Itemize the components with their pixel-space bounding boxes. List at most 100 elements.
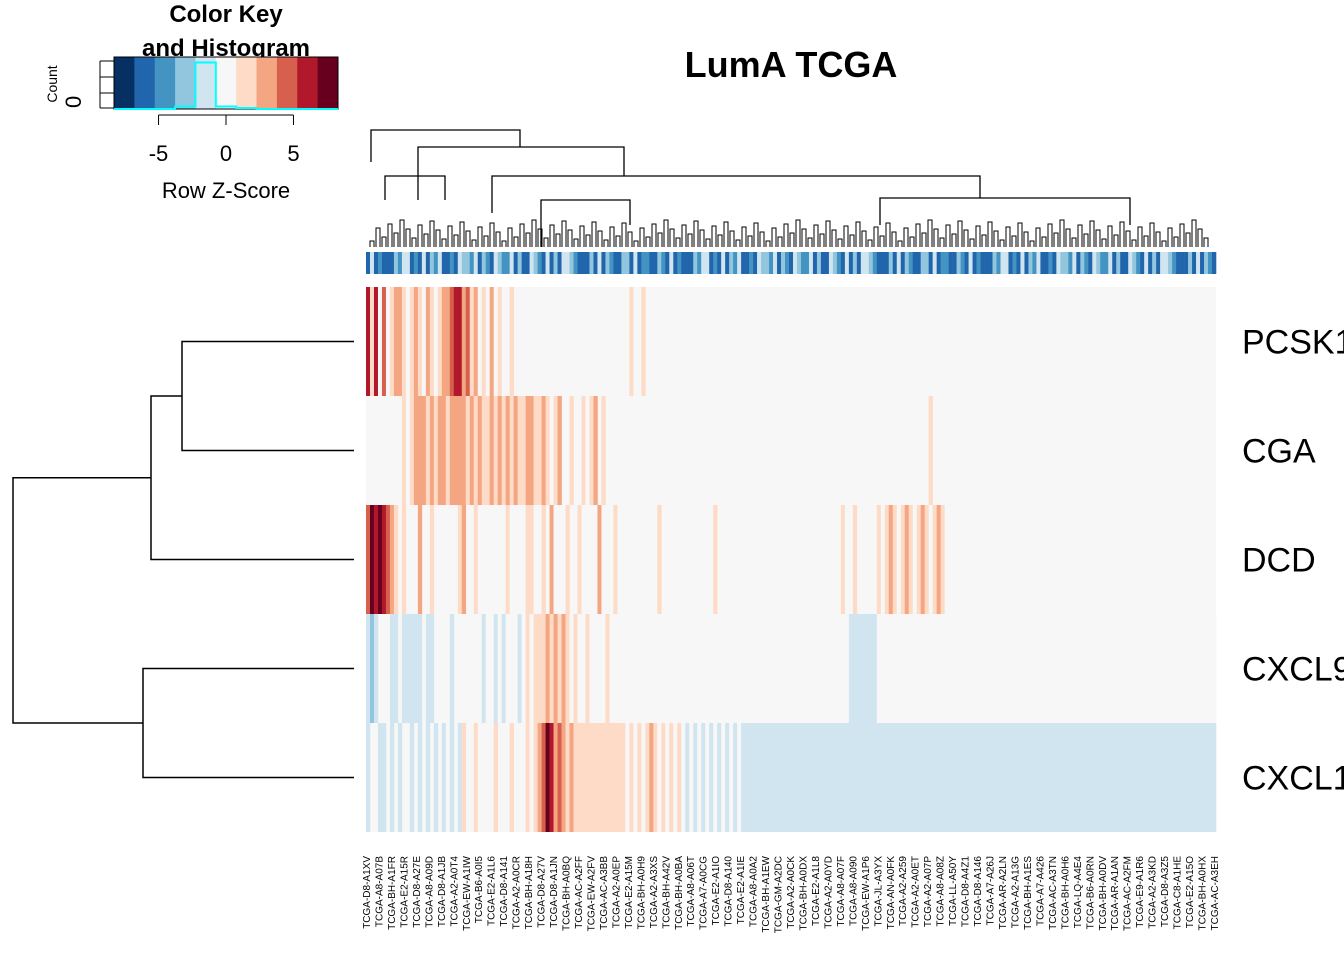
column-side-color bbox=[637, 252, 642, 274]
column-side-color bbox=[944, 252, 949, 274]
heatmap-cell bbox=[553, 723, 558, 832]
color-key-bar bbox=[113, 56, 339, 110]
column-dendrogram-leaf bbox=[723, 221, 729, 247]
heatmap-cell bbox=[1080, 614, 1085, 723]
heatmap-cell bbox=[1024, 614, 1029, 723]
column-side-color bbox=[449, 252, 455, 274]
column-dendrogram-leaf bbox=[999, 239, 1005, 247]
heatmap-cell bbox=[389, 614, 395, 723]
column-label: TCGA-D8-A140 bbox=[724, 856, 735, 927]
heatmap-cell bbox=[932, 614, 937, 723]
column-dendrogram-leaf bbox=[651, 223, 657, 247]
heatmap-cell bbox=[761, 614, 766, 723]
heatmap-cell bbox=[401, 505, 407, 614]
column-side-color bbox=[1028, 252, 1033, 274]
heatmap-cell bbox=[972, 723, 977, 832]
heatmap-cell bbox=[1204, 723, 1209, 832]
column-side-color bbox=[1132, 252, 1137, 274]
row-dendrogram-link bbox=[12, 477, 151, 724]
heatmap-cell bbox=[769, 723, 774, 832]
heatmap-cell bbox=[996, 723, 1001, 832]
heatmap-cell bbox=[1020, 614, 1025, 723]
column-side-color bbox=[896, 252, 902, 274]
heatmap-cell bbox=[629, 287, 634, 396]
column-side-color bbox=[940, 252, 945, 274]
heatmap-cell bbox=[641, 287, 646, 396]
column-label: TCGA-A2-A0ET bbox=[911, 856, 922, 928]
heatmap-cell bbox=[1136, 723, 1141, 832]
heatmap-cell bbox=[481, 396, 491, 505]
column-side-color bbox=[489, 252, 494, 274]
heatmap-cell bbox=[1176, 723, 1181, 832]
heatmap-cell bbox=[904, 505, 910, 614]
column-side-color bbox=[745, 252, 750, 274]
heatmap-cell bbox=[569, 614, 574, 723]
column-side-color bbox=[393, 252, 399, 274]
heatmap-cell bbox=[1192, 723, 1197, 832]
column-dendrogram-leaf bbox=[1191, 219, 1197, 247]
column-side-color bbox=[1064, 252, 1069, 274]
heatmap-cell bbox=[649, 723, 654, 832]
heatmap-cell bbox=[485, 287, 491, 396]
column-dendrogram-leaf bbox=[489, 222, 495, 247]
heatmap-cell bbox=[497, 287, 502, 396]
heatmap-cell bbox=[912, 505, 918, 614]
heatmap-cell bbox=[900, 505, 906, 614]
heatmap-cell bbox=[425, 396, 431, 505]
heatmap-cell bbox=[625, 614, 630, 723]
heatmap-cell bbox=[1168, 614, 1173, 723]
heatmap-cell bbox=[625, 723, 630, 832]
column-side-color bbox=[725, 252, 730, 274]
heatmap-cell bbox=[553, 505, 562, 614]
heatmap-cell bbox=[589, 396, 594, 505]
heatmap-cell bbox=[916, 614, 921, 723]
heatmap-cell bbox=[872, 396, 918, 505]
color-key-ytick-label: 0 bbox=[61, 96, 86, 108]
column-side-color bbox=[992, 252, 997, 274]
column-dendrogram-leaf bbox=[633, 240, 639, 247]
heatmap-cell bbox=[366, 723, 371, 832]
heatmap-cell bbox=[1208, 723, 1213, 832]
column-label: TCGA-LQ-A4E4 bbox=[1073, 856, 1084, 929]
column-dendrogram-leaf bbox=[969, 238, 975, 247]
heatmap-cell bbox=[545, 723, 550, 832]
heatmap-cell bbox=[920, 723, 925, 832]
heatmap-cell bbox=[1132, 723, 1137, 832]
heatmap-cell bbox=[437, 287, 443, 396]
heatmap-cell bbox=[1000, 614, 1005, 723]
heatmap-cell bbox=[940, 505, 945, 614]
heatmap-cell bbox=[485, 614, 491, 723]
row-dendrogram bbox=[12, 340, 354, 779]
column-label: TCGA-A2-A13G bbox=[1010, 856, 1021, 928]
heatmap-cell bbox=[864, 505, 874, 614]
row-label: PCSK1 bbox=[1242, 324, 1344, 362]
heatmap-cell bbox=[1172, 723, 1177, 832]
heatmap-cell bbox=[848, 614, 854, 723]
heatmap-cell bbox=[549, 396, 554, 505]
heatmap-cell bbox=[765, 614, 770, 723]
column-dendrogram-leaf bbox=[873, 226, 879, 247]
column-dendrogram-leaf bbox=[591, 221, 597, 247]
column-side-color bbox=[593, 252, 598, 274]
heatmap-cell bbox=[593, 614, 602, 723]
heatmap-cell bbox=[701, 723, 706, 832]
color-key-swatch bbox=[134, 57, 156, 109]
column-side-color bbox=[844, 252, 850, 274]
column-dendrogram-leaf bbox=[861, 230, 867, 247]
column-label: TCGA-D8-A141 bbox=[499, 856, 510, 927]
column-side-color bbox=[984, 252, 989, 274]
column-label: TCGA-E2-A15R bbox=[399, 856, 410, 928]
color-key-y-axis bbox=[99, 60, 114, 109]
column-side-color bbox=[697, 252, 702, 274]
heatmap-cell bbox=[1084, 723, 1089, 832]
column-side-color bbox=[1176, 252, 1181, 274]
heatmap-cell bbox=[549, 614, 554, 723]
heatmap-cell bbox=[920, 614, 925, 723]
heatmap-cell bbox=[429, 505, 435, 614]
heatmap-cell bbox=[1036, 723, 1041, 832]
heatmap-cell bbox=[928, 614, 933, 723]
column-dendrogram-leaf bbox=[1161, 240, 1167, 247]
heatmap-cell bbox=[800, 614, 806, 723]
column-side-color bbox=[1112, 252, 1117, 274]
heatmap-cell bbox=[733, 614, 738, 723]
